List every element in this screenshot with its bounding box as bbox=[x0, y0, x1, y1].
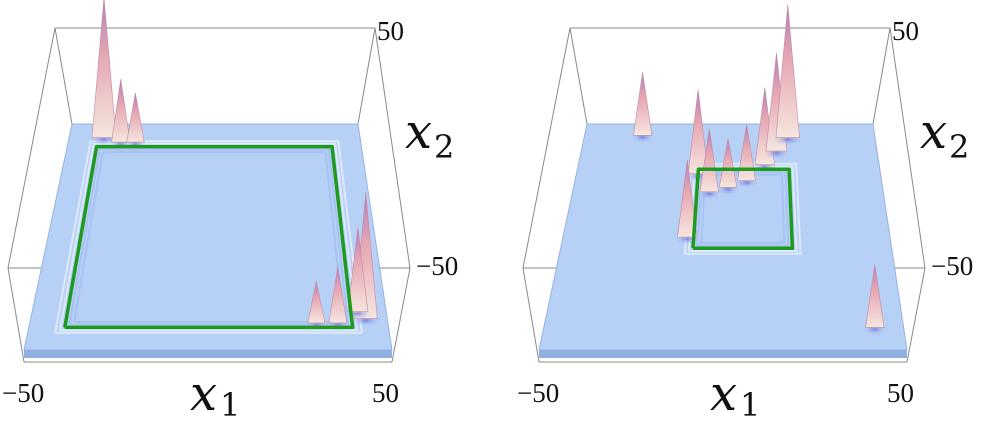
trajectory-path bbox=[63, 144, 355, 330]
peak bbox=[347, 227, 369, 312]
x-axis-label: x 1 bbox=[710, 366, 760, 424]
svg-text:2: 2 bbox=[434, 128, 454, 166]
peak bbox=[633, 72, 653, 136]
bounding-box bbox=[7, 27, 411, 363]
x-tick-max: 50 bbox=[887, 378, 914, 408]
ripple-line bbox=[54, 140, 364, 334]
x-tick-max: 50 bbox=[372, 378, 399, 408]
y-axis-label: x 2 bbox=[405, 104, 454, 166]
surface-panel-right: −50 50 50 −50 x 1 x 2 bbox=[517, 4, 973, 424]
x-axis-label: x 1 bbox=[190, 366, 240, 424]
peak bbox=[775, 4, 800, 138]
svg-text:x: x bbox=[190, 366, 217, 422]
peak bbox=[737, 124, 756, 181]
surface-floor-edge bbox=[24, 350, 392, 358]
ripple-line bbox=[687, 165, 798, 252]
peak bbox=[111, 79, 131, 143]
x-tick-min: −50 bbox=[2, 378, 44, 408]
peak bbox=[307, 280, 326, 324]
surface-floor bbox=[538, 123, 908, 351]
y-axis-label: x 2 bbox=[920, 104, 969, 166]
y-tick-max: 50 bbox=[377, 16, 404, 46]
surface-ripples bbox=[54, 140, 364, 334]
svg-text:1: 1 bbox=[740, 386, 760, 424]
peak bbox=[718, 138, 738, 188]
ripple-line bbox=[59, 142, 359, 332]
peak bbox=[865, 264, 885, 328]
svg-text:x: x bbox=[405, 104, 432, 160]
surface-panel-left: −50 50 50 −50 x 1 x 2 bbox=[2, 0, 458, 424]
svg-text:2: 2 bbox=[949, 128, 969, 166]
peaks bbox=[630, 4, 887, 336]
peak bbox=[126, 93, 145, 143]
peak bbox=[91, 0, 117, 138]
y-tick-max: 50 bbox=[892, 16, 919, 46]
x-tick-min: −50 bbox=[517, 378, 559, 408]
svg-text:1: 1 bbox=[220, 386, 240, 424]
ripple-line bbox=[73, 151, 345, 323]
trajectory-path bbox=[691, 167, 795, 251]
peak bbox=[677, 159, 698, 238]
y-tick-min: −50 bbox=[416, 251, 458, 281]
y-tick-min: −50 bbox=[931, 251, 973, 281]
peak bbox=[328, 266, 348, 324]
ripple-line bbox=[68, 148, 350, 326]
svg-text:x: x bbox=[920, 104, 947, 160]
svg-text:x: x bbox=[710, 366, 737, 422]
peak bbox=[699, 128, 719, 193]
surface-floor-edge bbox=[539, 350, 907, 358]
